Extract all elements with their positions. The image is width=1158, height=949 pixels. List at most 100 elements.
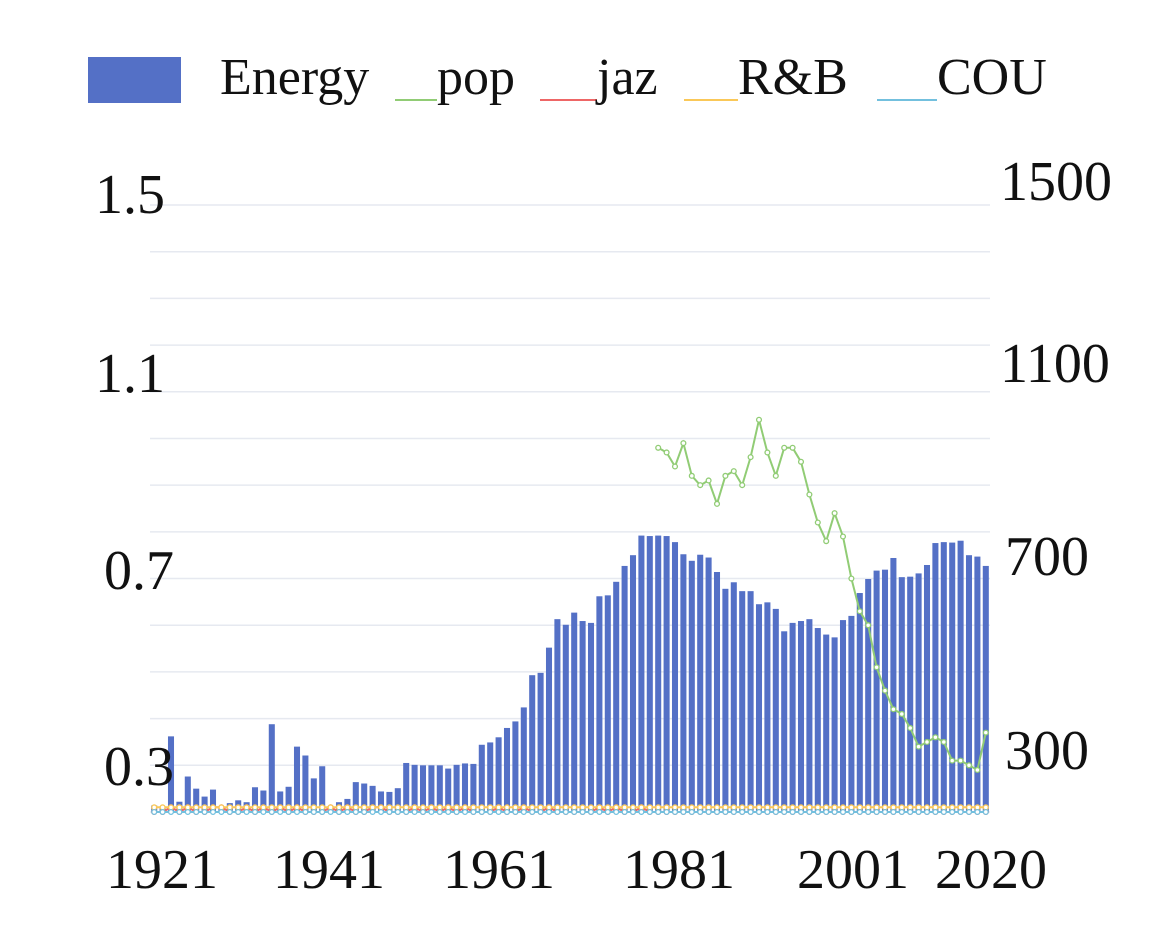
pop-point <box>848 575 855 582</box>
cou-point <box>302 808 309 816</box>
energy-bar <box>529 675 536 812</box>
pop-point <box>797 458 805 465</box>
energy-bar <box>579 621 586 812</box>
cou-point <box>235 808 242 816</box>
cou-point <box>428 808 435 816</box>
x-tick-label: 1921 <box>106 839 218 901</box>
pop-point <box>671 463 679 470</box>
pop-point <box>881 687 889 694</box>
energy-bar <box>167 736 175 812</box>
x-tick-label: 2020 <box>935 839 1047 901</box>
cou-point <box>260 808 267 816</box>
cou-point <box>184 808 191 816</box>
cou-point <box>335 808 343 816</box>
cou-point <box>461 808 469 816</box>
energy-bar <box>814 628 821 812</box>
cou-point <box>764 808 771 816</box>
pop-point <box>655 444 662 451</box>
pop-line <box>657 419 987 772</box>
pop-point <box>722 472 729 479</box>
energy-bar <box>587 622 595 812</box>
left-tick-label: 0.3 <box>104 736 174 798</box>
energy-bar <box>663 536 670 812</box>
cou-point <box>730 808 737 816</box>
energy-bar <box>453 764 460 812</box>
energy-bar <box>638 535 645 812</box>
energy-bar <box>478 744 485 812</box>
cou-point <box>596 808 603 816</box>
energy-bar <box>377 791 385 812</box>
cou-point <box>251 808 259 816</box>
pop-point <box>814 519 821 526</box>
cou-point <box>545 808 553 816</box>
cou-point <box>907 808 914 816</box>
energy-bar <box>747 591 754 812</box>
cou-point <box>949 808 956 816</box>
left-axis-tick-labels: 1.5 1.1 0.7 0.3 <box>95 164 174 798</box>
energy-bar <box>898 577 905 812</box>
cou-point <box>932 808 939 816</box>
cou-point <box>814 808 821 816</box>
cou-point <box>671 808 679 816</box>
cou-point <box>915 808 922 816</box>
energy-bar <box>571 612 578 812</box>
cou-point <box>352 808 359 816</box>
cou-point <box>226 808 233 816</box>
pop-point <box>713 500 721 507</box>
pop-point <box>772 472 779 479</box>
cou-point <box>218 808 225 816</box>
cou-point <box>377 808 385 816</box>
pop-point <box>915 743 922 750</box>
energy-bar <box>722 588 729 812</box>
right-tick-label: 1500 <box>1000 151 1112 213</box>
cou-point <box>453 808 460 816</box>
energy-bar <box>487 742 494 812</box>
pop-point <box>873 664 880 671</box>
pop-point <box>940 738 947 746</box>
cou-point <box>562 808 569 816</box>
legend-energy-label: Energy <box>220 49 369 106</box>
energy-bar <box>974 556 981 812</box>
energy-bar <box>730 582 737 812</box>
cou-point <box>151 808 158 816</box>
cou-point <box>201 808 208 816</box>
energy-bar <box>688 560 695 812</box>
cou-point <box>176 808 183 816</box>
energy-bar <box>764 602 771 812</box>
cou-point <box>319 808 326 816</box>
pop-point <box>764 449 771 456</box>
cou-point <box>495 808 502 816</box>
cou-point <box>587 808 595 816</box>
cou-point <box>873 808 880 816</box>
cou-point <box>781 808 788 816</box>
energy-bar <box>537 672 544 812</box>
energy-bar <box>293 746 301 812</box>
legend-r-b-label: R&B <box>738 49 848 106</box>
energy-bar <box>839 620 847 812</box>
cou-point <box>881 808 889 816</box>
pop-point <box>923 738 931 746</box>
pop-point <box>697 482 704 489</box>
cou-point <box>655 808 662 816</box>
pop-point <box>831 510 838 517</box>
energy-bar <box>755 604 763 812</box>
left-tick-label: 1.1 <box>95 343 165 405</box>
cou-point <box>923 808 931 816</box>
energy-bar <box>193 788 200 812</box>
cou-point <box>512 808 519 816</box>
energy-bar <box>302 755 309 812</box>
cou-point <box>755 808 763 816</box>
cou-point <box>965 808 973 816</box>
energy-bar <box>781 631 788 812</box>
x-tick-label: 1981 <box>623 839 735 901</box>
legend-pop-label: pop <box>437 49 515 106</box>
cou-point <box>613 808 620 816</box>
cou-point <box>890 808 897 816</box>
energy-bar <box>184 776 191 812</box>
energy-bar <box>923 564 931 812</box>
cou-point <box>621 808 628 816</box>
pop-point <box>730 468 737 475</box>
energy-bar <box>680 554 687 812</box>
energy-bar <box>411 764 418 812</box>
